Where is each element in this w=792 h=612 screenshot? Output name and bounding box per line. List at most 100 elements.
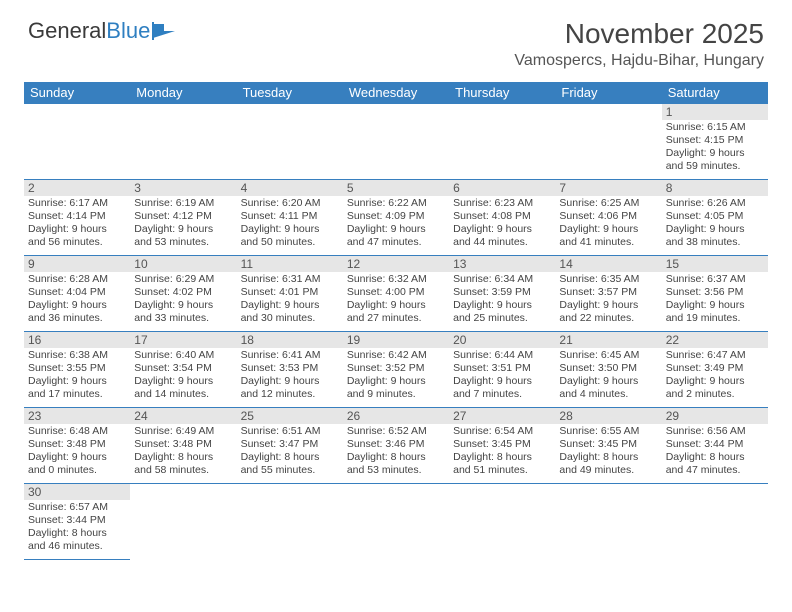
daylight-1: Daylight: 9 hours xyxy=(347,299,445,312)
weekday-header: Wednesday xyxy=(343,82,449,104)
daylight-1: Daylight: 9 hours xyxy=(559,299,657,312)
daylight-1: Daylight: 9 hours xyxy=(453,223,551,236)
calendar-week: 30Sunrise: 6:57 AMSunset: 3:44 PMDayligh… xyxy=(24,484,768,560)
calendar-cell: 16Sunrise: 6:38 AMSunset: 3:55 PMDayligh… xyxy=(24,332,130,408)
sunset: Sunset: 3:44 PM xyxy=(666,438,764,451)
day-data: Sunrise: 6:42 AMSunset: 3:52 PMDaylight:… xyxy=(343,348,449,405)
daylight-2: and 53 minutes. xyxy=(134,236,232,249)
sunset: Sunset: 3:54 PM xyxy=(134,362,232,375)
calendar-cell: 11Sunrise: 6:31 AMSunset: 4:01 PMDayligh… xyxy=(237,256,343,332)
day-data: Sunrise: 6:47 AMSunset: 3:49 PMDaylight:… xyxy=(662,348,768,405)
day-number: 3 xyxy=(130,180,236,196)
sunrise: Sunrise: 6:28 AM xyxy=(28,273,126,286)
daylight-1: Daylight: 8 hours xyxy=(134,451,232,464)
day-number: 11 xyxy=(237,256,343,272)
daylight-2: and 56 minutes. xyxy=(28,236,126,249)
day-data: Sunrise: 6:45 AMSunset: 3:50 PMDaylight:… xyxy=(555,348,661,405)
day-data: Sunrise: 6:55 AMSunset: 3:45 PMDaylight:… xyxy=(555,424,661,481)
calendar-cell: 26Sunrise: 6:52 AMSunset: 3:46 PMDayligh… xyxy=(343,408,449,484)
sunrise: Sunrise: 6:34 AM xyxy=(453,273,551,286)
sunset: Sunset: 4:01 PM xyxy=(241,286,339,299)
day-number: 8 xyxy=(662,180,768,196)
daylight-1: Daylight: 9 hours xyxy=(347,223,445,236)
day-number: 19 xyxy=(343,332,449,348)
calendar-cell: 2Sunrise: 6:17 AMSunset: 4:14 PMDaylight… xyxy=(24,180,130,256)
calendar-cell: 4Sunrise: 6:20 AMSunset: 4:11 PMDaylight… xyxy=(237,180,343,256)
daylight-1: Daylight: 9 hours xyxy=(666,299,764,312)
sunset: Sunset: 3:56 PM xyxy=(666,286,764,299)
day-data: Sunrise: 6:19 AMSunset: 4:12 PMDaylight:… xyxy=(130,196,236,253)
sunrise: Sunrise: 6:15 AM xyxy=(666,121,764,134)
sunset: Sunset: 4:14 PM xyxy=(28,210,126,223)
sunset: Sunset: 3:55 PM xyxy=(28,362,126,375)
logo-text-2: Blue xyxy=(106,18,150,44)
day-data: Sunrise: 6:44 AMSunset: 3:51 PMDaylight:… xyxy=(449,348,555,405)
calendar-table: SundayMondayTuesdayWednesdayThursdayFrid… xyxy=(24,82,768,560)
calendar-week: 9Sunrise: 6:28 AMSunset: 4:04 PMDaylight… xyxy=(24,256,768,332)
sunset: Sunset: 3:47 PM xyxy=(241,438,339,451)
sunset: Sunset: 3:59 PM xyxy=(453,286,551,299)
day-data: Sunrise: 6:56 AMSunset: 3:44 PMDaylight:… xyxy=(662,424,768,481)
calendar-head: SundayMondayTuesdayWednesdayThursdayFrid… xyxy=(24,82,768,104)
daylight-2: and 58 minutes. xyxy=(134,464,232,477)
day-data: Sunrise: 6:41 AMSunset: 3:53 PMDaylight:… xyxy=(237,348,343,405)
daylight-1: Daylight: 9 hours xyxy=(453,299,551,312)
sunset: Sunset: 3:48 PM xyxy=(28,438,126,451)
sunrise: Sunrise: 6:44 AM xyxy=(453,349,551,362)
sunset: Sunset: 3:57 PM xyxy=(559,286,657,299)
daylight-2: and 50 minutes. xyxy=(241,236,339,249)
day-number: 15 xyxy=(662,256,768,272)
daylight-1: Daylight: 9 hours xyxy=(134,223,232,236)
day-data: Sunrise: 6:54 AMSunset: 3:45 PMDaylight:… xyxy=(449,424,555,481)
day-number: 4 xyxy=(237,180,343,196)
daylight-2: and 47 minutes. xyxy=(347,236,445,249)
day-data: Sunrise: 6:15 AMSunset: 4:15 PMDaylight:… xyxy=(662,120,768,177)
daylight-2: and 44 minutes. xyxy=(453,236,551,249)
daylight-2: and 53 minutes. xyxy=(347,464,445,477)
daylight-1: Daylight: 9 hours xyxy=(347,375,445,388)
day-data: Sunrise: 6:57 AMSunset: 3:44 PMDaylight:… xyxy=(24,500,130,557)
daylight-1: Daylight: 9 hours xyxy=(559,223,657,236)
day-data: Sunrise: 6:32 AMSunset: 4:00 PMDaylight:… xyxy=(343,272,449,329)
day-data: Sunrise: 6:28 AMSunset: 4:04 PMDaylight:… xyxy=(24,272,130,329)
sunset: Sunset: 4:06 PM xyxy=(559,210,657,223)
calendar-cell: 27Sunrise: 6:54 AMSunset: 3:45 PMDayligh… xyxy=(449,408,555,484)
daylight-2: and 41 minutes. xyxy=(559,236,657,249)
calendar-cell: 22Sunrise: 6:47 AMSunset: 3:49 PMDayligh… xyxy=(662,332,768,408)
calendar-cell: 13Sunrise: 6:34 AMSunset: 3:59 PMDayligh… xyxy=(449,256,555,332)
calendar-cell: 5Sunrise: 6:22 AMSunset: 4:09 PMDaylight… xyxy=(343,180,449,256)
calendar-cell xyxy=(237,104,343,180)
calendar-cell: 25Sunrise: 6:51 AMSunset: 3:47 PMDayligh… xyxy=(237,408,343,484)
calendar-cell xyxy=(662,484,768,560)
calendar-cell: 17Sunrise: 6:40 AMSunset: 3:54 PMDayligh… xyxy=(130,332,236,408)
daylight-1: Daylight: 9 hours xyxy=(666,375,764,388)
day-number: 9 xyxy=(24,256,130,272)
title-block: November 2025 Vamospercs, Hajdu-Bihar, H… xyxy=(514,18,764,70)
daylight-1: Daylight: 8 hours xyxy=(453,451,551,464)
sunrise: Sunrise: 6:40 AM xyxy=(134,349,232,362)
day-data: Sunrise: 6:26 AMSunset: 4:05 PMDaylight:… xyxy=(662,196,768,253)
day-number: 18 xyxy=(237,332,343,348)
sunrise: Sunrise: 6:49 AM xyxy=(134,425,232,438)
day-number: 12 xyxy=(343,256,449,272)
sunrise: Sunrise: 6:20 AM xyxy=(241,197,339,210)
day-number: 27 xyxy=(449,408,555,424)
calendar-cell: 6Sunrise: 6:23 AMSunset: 4:08 PMDaylight… xyxy=(449,180,555,256)
sunset: Sunset: 3:48 PM xyxy=(134,438,232,451)
sunset: Sunset: 4:05 PM xyxy=(666,210,764,223)
sunset: Sunset: 3:45 PM xyxy=(453,438,551,451)
calendar-cell: 29Sunrise: 6:56 AMSunset: 3:44 PMDayligh… xyxy=(662,408,768,484)
calendar-week: 23Sunrise: 6:48 AMSunset: 3:48 PMDayligh… xyxy=(24,408,768,484)
sunset: Sunset: 3:49 PM xyxy=(666,362,764,375)
day-data: Sunrise: 6:48 AMSunset: 3:48 PMDaylight:… xyxy=(24,424,130,481)
day-number: 5 xyxy=(343,180,449,196)
calendar-cell: 28Sunrise: 6:55 AMSunset: 3:45 PMDayligh… xyxy=(555,408,661,484)
day-data: Sunrise: 6:40 AMSunset: 3:54 PMDaylight:… xyxy=(130,348,236,405)
calendar-cell xyxy=(343,484,449,560)
day-data: Sunrise: 6:29 AMSunset: 4:02 PMDaylight:… xyxy=(130,272,236,329)
calendar-cell: 10Sunrise: 6:29 AMSunset: 4:02 PMDayligh… xyxy=(130,256,236,332)
day-data: Sunrise: 6:52 AMSunset: 3:46 PMDaylight:… xyxy=(343,424,449,481)
daylight-1: Daylight: 9 hours xyxy=(666,147,764,160)
day-number: 2 xyxy=(24,180,130,196)
sunset: Sunset: 4:08 PM xyxy=(453,210,551,223)
